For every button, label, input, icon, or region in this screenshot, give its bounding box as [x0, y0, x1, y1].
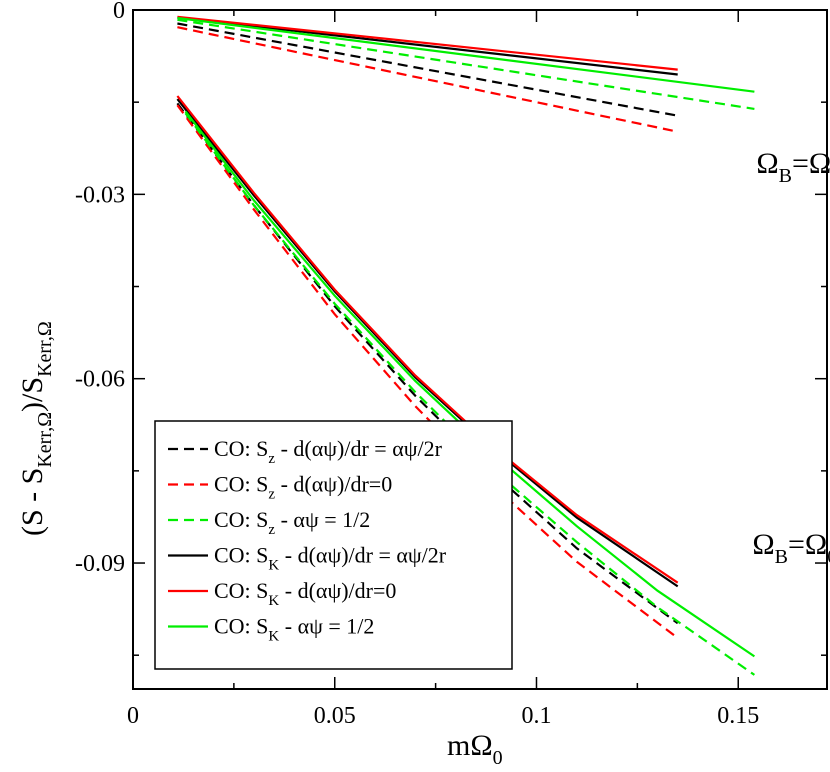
y-tick-label: 0 [113, 0, 125, 24]
series-line [177, 16, 755, 93]
region-annotation: ΩB=Ω0 [752, 528, 830, 568]
x-tick-label: 0.15 [717, 703, 759, 729]
y-tick-label: -0.09 [75, 551, 125, 577]
x-tick-label: 0 [127, 703, 139, 729]
series-line [177, 15, 678, 71]
legend-entry-label: CO: Sz - αψ = 1/2 [214, 507, 370, 538]
legend-entry-label: CO: SK - αψ = 1/2 [214, 614, 374, 645]
legend-box [154, 420, 513, 670]
legend-entry-label: CO: SK - d(αψ)/dr = αψ/2r [214, 543, 447, 574]
series-line [176, 95, 679, 584]
legend: CO: Sz - d(αψ)/dr = αψ/2r CO: Sz - d(αψ)/… [154, 420, 513, 670]
plot-frame [132, 9, 828, 690]
annotations: ΩB=ΩT ΩB=Ω0 [752, 147, 830, 568]
series-line [184, 110, 756, 658]
series-line [177, 26, 678, 133]
series-line [177, 22, 678, 117]
series-line [177, 18, 755, 110]
series-line [176, 104, 679, 639]
region-annotation: ΩB=ΩT [756, 147, 830, 187]
y-axis-title: (S - SKerr,Ω)/SKerr,Ω [16, 321, 56, 536]
tick-labels: 0 0.05 0.1 0.15 0 -0.03 -0.06 -0.09 [75, 0, 759, 729]
x-tick-label: 0.1 [521, 703, 551, 729]
y-tick-label: -0.03 [75, 182, 125, 208]
legend-entry-label: CO: Sz - d(αψ)/dr=0 [214, 472, 392, 503]
series-line [176, 98, 679, 588]
series-line [177, 16, 678, 76]
series-line [176, 102, 679, 625]
legend-entry-label: CO: Sz - d(αψ)/dr = αψ/2r [214, 436, 443, 467]
x-tick-label: 0.05 [314, 703, 356, 729]
legend-entry-label: CO: SK - d(αψ)/dr=0 [214, 578, 396, 609]
y-tick-label: -0.06 [75, 367, 125, 393]
x-axis-title: mΩ0 [447, 729, 503, 769]
